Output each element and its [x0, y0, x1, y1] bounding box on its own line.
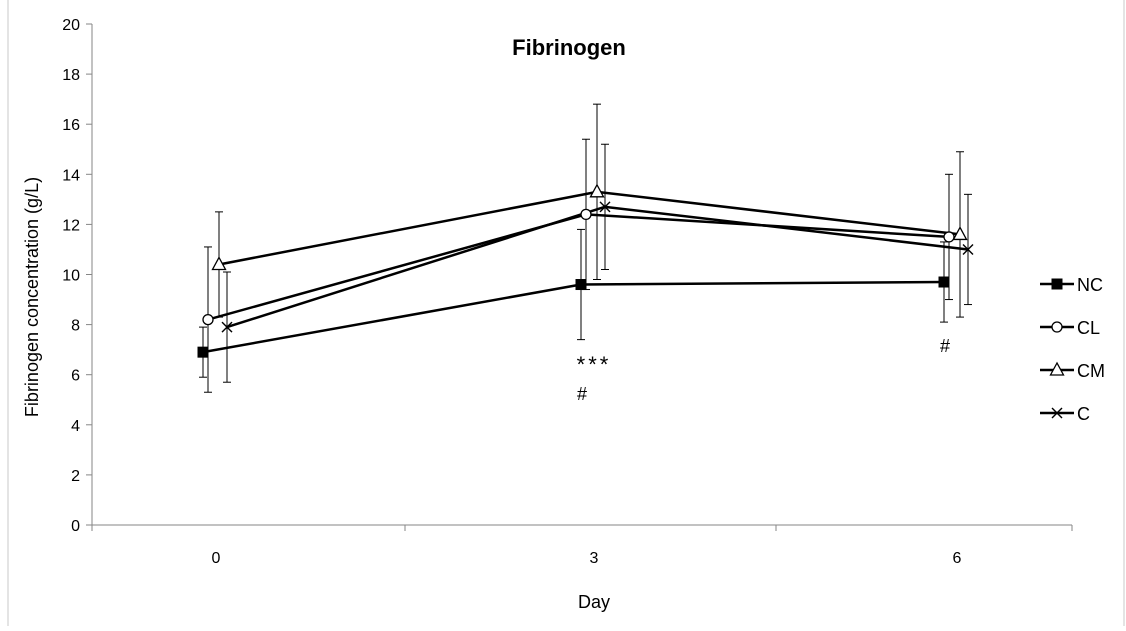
y-tick-label: 14 [62, 167, 80, 184]
y-tick-label: 12 [62, 217, 80, 234]
legend-marker-cl [1051, 321, 1063, 333]
legend-label: NC [1077, 275, 1103, 295]
annotation-hash: # [940, 336, 950, 356]
y-tick-label: 2 [71, 468, 80, 485]
marker-cm [589, 183, 605, 198]
y-tick-label: 6 [71, 368, 80, 385]
y-tick-label: 0 [71, 518, 80, 535]
annotation-hash: # [577, 384, 587, 404]
marker-c [221, 321, 233, 333]
x-tick-label: 0 [212, 550, 221, 567]
marker-c [962, 243, 974, 255]
legend-label: CM [1077, 361, 1105, 381]
series-markers [197, 183, 974, 358]
marker-nc [197, 346, 209, 358]
y-tick-label: 16 [62, 117, 80, 134]
chart-title: Fibrinogen [512, 35, 626, 60]
marker-cm [211, 256, 227, 271]
legend: NC CL CM C [1040, 275, 1105, 424]
legend-marker-nc [1051, 278, 1063, 290]
legend-item-cl: CL [1040, 318, 1100, 338]
legend-label: CL [1077, 318, 1100, 338]
annotations: *** # # [577, 336, 950, 404]
y-axis-label: Fibrinogen concentration (g/L) [22, 177, 42, 417]
x-tick-label: 6 [953, 550, 962, 567]
marker-cl [580, 208, 592, 221]
legend-label: C [1077, 404, 1090, 424]
marker-cl [943, 231, 955, 243]
y-tick-label: 10 [62, 268, 80, 285]
legend-marker-c [1051, 407, 1063, 419]
y-tick-label: 18 [62, 67, 80, 84]
marker-c [599, 201, 611, 213]
annotation-significance-stars: *** [577, 352, 612, 377]
x-tick-label: 3 [590, 550, 599, 567]
legend-item-cm: CM [1040, 361, 1105, 381]
y-tick-label: 20 [62, 17, 80, 34]
legend-marker-cm [1049, 361, 1065, 376]
legend-item-c: C [1040, 404, 1090, 424]
marker-nc [938, 276, 950, 288]
legend-item-nc: NC [1040, 275, 1103, 295]
y-tick-label: 8 [71, 318, 80, 335]
marker-cm [952, 226, 968, 241]
y-tick-label: 4 [71, 418, 80, 435]
axes: 0 2 4 6 8 10 12 14 16 18 20 0 3 6 [62, 17, 1073, 567]
marker-cl [202, 313, 214, 326]
marker-nc [575, 279, 587, 291]
x-axis-label: Day [578, 592, 610, 612]
